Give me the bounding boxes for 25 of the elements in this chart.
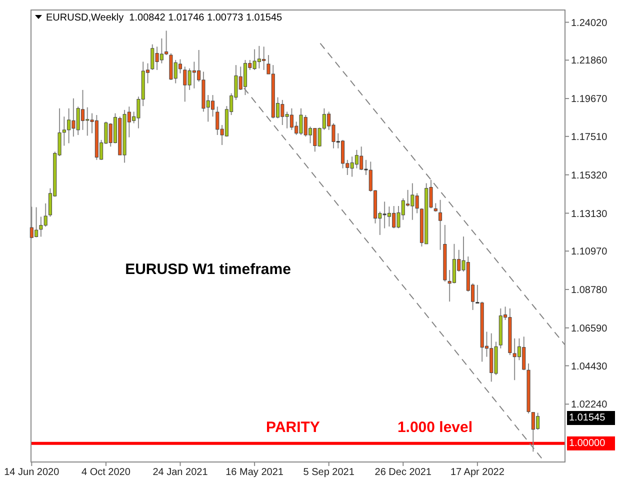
annotation: EURUSD W1 timeframe [125,260,291,278]
y-tick-label: 1.24020 [571,18,608,29]
y-tick-label: 1.15320 [571,170,608,182]
y-tick-label: 1.10970 [571,246,608,258]
y-tick-label: 1.08780 [571,285,608,296]
x-tick-label: 5 Sep 2021 [303,467,355,478]
x-tick-label: 16 May 2021 [226,467,284,478]
y-tick-label: 1.06590 [571,323,608,334]
annotation: 1.000 level [397,418,473,436]
ref-line-label: 1.00000 [569,438,606,450]
x-tick-label: 17 Apr 2022 [450,467,505,478]
x-tick-label: 4 Oct 2020 [82,467,131,478]
y-tick-label: 1.21860 [571,56,608,67]
y-tick-label: 1.19670 [571,94,608,106]
text: 1.01545 [569,412,606,424]
annotation: PARITY [266,418,320,436]
x-tick-label: 14 Jun 2020 [4,467,60,478]
y-tick-label: 1.17510 [571,132,608,143]
chart-title: EURUSD,Weekly 1.00842 1.01746 1.00773 1.01545 [46,12,283,24]
candlestick [438,199,442,250]
y-tick-label: 1.02240 [571,400,608,411]
x-tick-label: 26 Dec 2021 [374,467,432,478]
x-tick-label: 24 Jan 2021 [152,467,208,478]
y-tick-label: 1.04430 [571,361,608,372]
y-tick-label: 1.13130 [571,208,608,220]
